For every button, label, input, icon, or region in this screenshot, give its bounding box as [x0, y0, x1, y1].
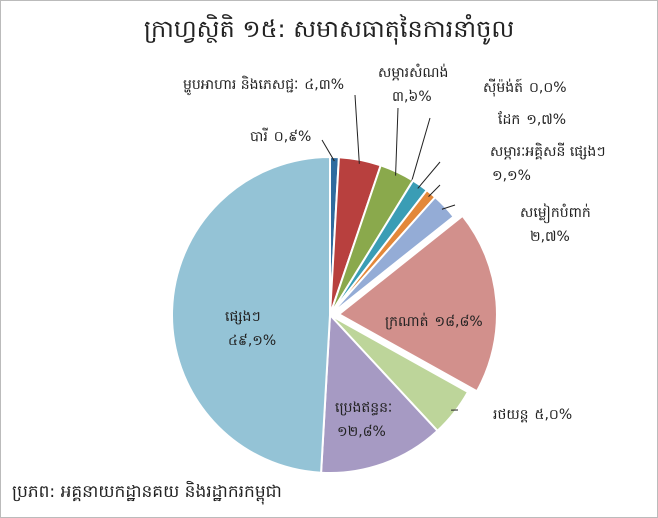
slice-value: ៤៩,១%: [228, 333, 276, 349]
slice-name: សម្ភារៈអគ្គិសនី ផ្សេងៗ: [490, 142, 605, 160]
slice-label: ស៊ីម៉ង់ត៍ ០,០%: [483, 78, 567, 97]
leader-line: [321, 139, 335, 162]
slice-label: ក្រណាត់ ១៨,៨%: [385, 312, 483, 330]
slice-name: សម្លៀកបំពាក់: [520, 203, 591, 224]
slice-value: ០,៩%: [274, 129, 312, 145]
slice-label: ផ្សេងៗ៤៩,១%: [225, 309, 276, 349]
pie-slice: [320, 312, 439, 474]
pie-slice: [171, 155, 331, 474]
leader-line: [354, 94, 360, 164]
slice-value: ៣,៦%: [392, 89, 432, 105]
leader-line: [395, 107, 399, 176]
leader-line: [417, 161, 441, 189]
slice-label: បារី ០,៩%: [250, 127, 311, 145]
slice-value: ១,៧%: [526, 112, 566, 128]
slice-label: សម្ភារសំណង់៣,៦%: [378, 63, 448, 105]
leader-line: [428, 184, 441, 198]
slice-label: ប្រេងឥន្ធនៈ១២,៨%: [335, 400, 392, 440]
slice-name: ស៊ីម៉ង់ត៍: [483, 78, 523, 97]
slice-value: ២,៧%: [530, 229, 570, 245]
slice-value: ១៨,៨%: [434, 314, 482, 330]
pie-slice: [337, 214, 498, 393]
slice-name: ម្ហូបអាហារ និងភេសជ្ជៈ: [183, 75, 298, 96]
slice-name: សម្ភារសំណង់: [378, 63, 448, 81]
slice-label: រថយន្ត ៥,០%: [493, 407, 572, 423]
slice-name: ប្រេងឥន្ធនៈ: [335, 400, 392, 416]
slice-value: ១,១%: [492, 168, 531, 184]
slice-label: សម្លៀកបំពាក់២,៧%: [520, 203, 591, 245]
slice-label: ដែក ១,៧%: [498, 111, 566, 128]
slice-name: ក្រណាត់: [385, 312, 428, 330]
slice-name: បារី: [250, 127, 268, 145]
slice-name: ដែក: [498, 111, 520, 128]
slice-name: រថយន្ត: [493, 407, 529, 423]
chart-title: ក្រាហ្វស្ថិតិ ១៥: សមាសធាតុនៃការនាំចូល: [144, 14, 514, 45]
slice-label: ម្ហូបអាហារ និងភេសជ្ជៈ ៤,៣%: [183, 75, 344, 96]
slice-value: ១២,៨%: [337, 424, 386, 440]
leader-line: [410, 117, 431, 185]
pie-slice: [329, 195, 456, 316]
slice-name: ផ្សេងៗ: [225, 309, 261, 325]
source: ប្រភព: អគ្គនាយកដ្ឋានគយ និងរដ្ឋាករកម្ពុជា: [12, 480, 282, 505]
slice-label: សម្ភារៈអគ្គិសនី ផ្សេងៗ១,១%: [490, 142, 605, 184]
slice-value: ៤,៣%: [304, 77, 344, 93]
leader-line: [441, 204, 456, 210]
slice-value: ០,០%: [529, 80, 567, 96]
slice-value: ៥,០%: [535, 407, 573, 423]
